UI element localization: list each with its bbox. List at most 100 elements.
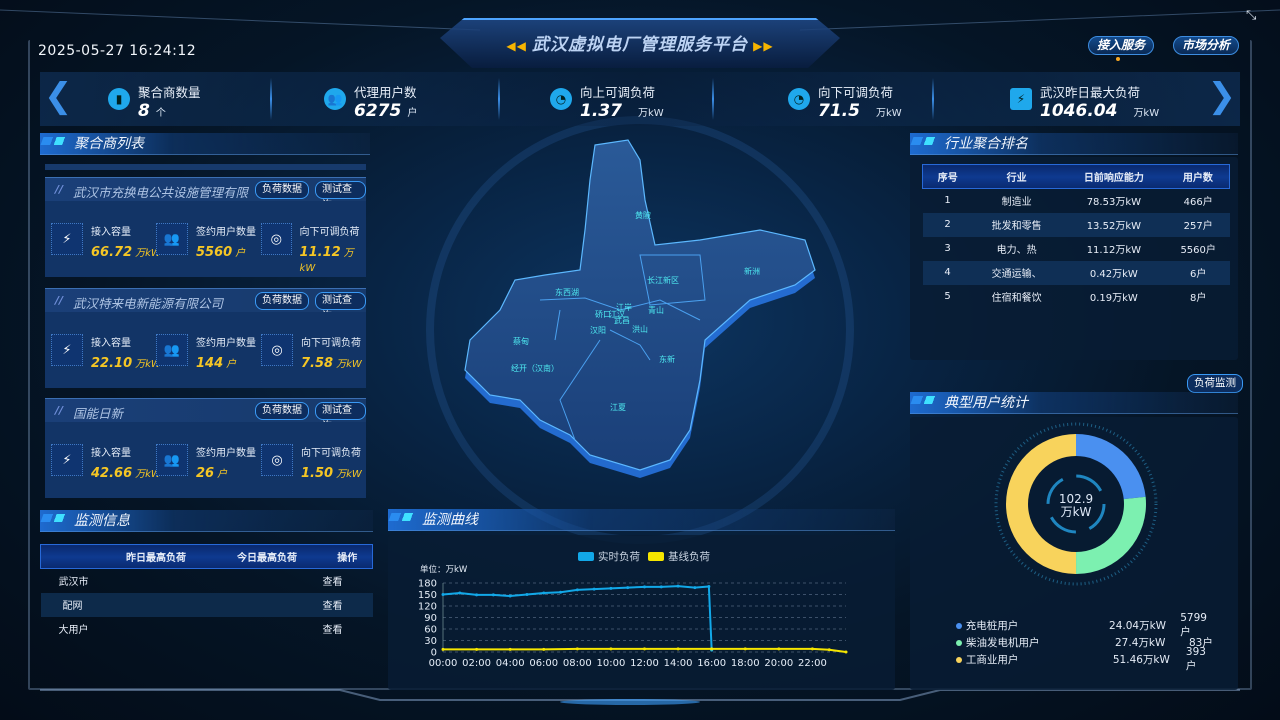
donut-slice[interactable] — [1076, 496, 1146, 574]
map-district-label[interactable]: 东新 — [659, 354, 675, 364]
y-tick-label: 90 — [424, 613, 437, 624]
users-icon: 👥 — [156, 444, 188, 476]
map-district-label[interactable]: 江夏 — [610, 403, 626, 412]
typical-legend: 充电桩用户 24.04万kW 5799户 柴油发电机用户 27.4万kW 83户 工商业… — [956, 612, 1216, 672]
cell: 4 — [944, 267, 951, 278]
x-tick-label: 08:00 — [563, 658, 592, 669]
map-district-label[interactable]: 黄陂 — [635, 210, 651, 220]
donut-tick-ring — [994, 422, 1158, 586]
map-district-label[interactable]: 蔡甸 — [513, 336, 529, 346]
cell: 0.19万kW — [1089, 293, 1138, 304]
load-data-button[interactable]: 负荷数据 — [255, 402, 309, 420]
stat-aggregator-count: ▮ 聚合商数量 8 个 — [108, 82, 201, 121]
metric-unit: 万kW — [135, 469, 161, 480]
stat-value: 8 — [138, 101, 150, 121]
right-arrows-icon: ▶▶ — [748, 39, 774, 53]
cell: 6户 — [1189, 269, 1207, 280]
metric-label: 接入容量 — [91, 448, 131, 459]
load-data-button[interactable]: 负荷数据 — [255, 181, 309, 199]
map-district-label[interactable]: 武昌 — [614, 315, 630, 325]
access-service-button[interactable]: 接入服务 — [1088, 36, 1155, 55]
y-tick-label: 60 — [424, 625, 437, 636]
users-icon: 👥 — [324, 88, 346, 110]
map-district-label[interactable]: 长江新区 — [647, 275, 679, 285]
x-tick-label: 22:00 — [798, 658, 827, 669]
divider — [498, 78, 500, 120]
donut-total: 102.9 — [1058, 492, 1094, 506]
metric-unit: 万kW — [336, 359, 362, 370]
data-point — [707, 584, 711, 588]
cell: 257户 — [1183, 221, 1213, 232]
donut-slice[interactable] — [1006, 434, 1077, 574]
collapse-icon[interactable]: ⤡ — [1246, 8, 1257, 23]
x-tick-label: 14:00 — [664, 658, 693, 669]
y-tick-label: 120 — [418, 602, 437, 613]
legend-count: 5799户 — [1180, 612, 1207, 638]
data-point — [508, 647, 512, 651]
quote-icon: // — [55, 294, 64, 307]
stat-label: 聚合商数量 — [138, 85, 201, 100]
col-today-max: 今日最高负荷 — [237, 553, 297, 564]
data-point — [810, 647, 814, 651]
unit-label: 单位：万kW — [420, 564, 468, 575]
col-index: 序号 — [937, 173, 958, 184]
x-tick-label: 06:00 — [529, 658, 558, 669]
data-point — [643, 647, 646, 651]
curve-panel — [388, 535, 895, 690]
down-load-icon: ◎ — [261, 223, 292, 255]
map-district-label[interactable]: 经开（汉南） — [511, 363, 559, 373]
market-analysis-button[interactable]: 市场分析 — [1173, 36, 1240, 55]
map-district-label[interactable]: 新洲 — [744, 266, 760, 276]
data-point — [475, 647, 479, 651]
battery-icon: ⚡ — [1010, 88, 1032, 110]
monitor-info-header: 监测信息 — [40, 510, 373, 532]
metric-value: 7.58 — [301, 356, 334, 371]
map-district-label[interactable]: 青山 — [648, 305, 664, 315]
battery-icon: ⚡ — [51, 223, 83, 255]
left-bracket-icon: ❮ — [44, 76, 73, 116]
stat-label: 武汉昨日最大负荷 — [1040, 85, 1141, 100]
stats-bar: ❮ ❯ ▮ 聚合商数量 8 个 👥 代理用户数 6275 户 ◔ 向上可调负荷 1.37 万kW … — [40, 72, 1240, 126]
load-data-button[interactable]: 负荷数据 — [255, 292, 309, 310]
col-action: 操作 — [337, 553, 358, 564]
table-row: 大用户 查看 — [41, 617, 373, 641]
load-monitor-button[interactable]: 负荷监测 — [1187, 374, 1243, 393]
view-link[interactable]: 查看 — [322, 577, 343, 589]
cell: 466户 — [1183, 197, 1213, 209]
map-district-label[interactable]: 洪山 — [632, 324, 648, 334]
map-district-label[interactable]: 江岸 — [616, 303, 632, 312]
title-banner — [440, 18, 840, 68]
table-row: 4 交通运输、 0.42万kW 6户 — [922, 260, 1230, 285]
table-row: 1 制造业 78.53万kW 466户 — [923, 189, 1230, 213]
donut-slice[interactable] — [1076, 434, 1146, 500]
metric-label: 签约用户数量 — [196, 448, 256, 459]
cell: 1 — [944, 195, 951, 207]
legend-dot — [956, 639, 962, 646]
data-point — [441, 647, 445, 651]
table-row: 配网 查看 — [40, 592, 373, 617]
metric-label: 向下可调负荷 — [301, 448, 361, 459]
map-district-label[interactable]: 硚口 — [595, 310, 611, 319]
metric-label: 接入容量 — [91, 227, 131, 238]
map-district-label[interactable]: 汉阳 — [590, 326, 606, 335]
view-link[interactable]: 查看 — [322, 601, 343, 612]
battery-icon: ⚡ — [51, 334, 83, 366]
legend-value: 24.04万kW — [1109, 620, 1167, 632]
map-district-label[interactable]: 东西湖 — [555, 287, 579, 297]
stat-unit: 万kW — [875, 108, 902, 119]
cell: 13.52万kW — [1086, 221, 1141, 232]
test-query-button[interactable]: 测试查询 — [315, 181, 366, 211]
typical-users-header: 典型用户统计 — [910, 392, 1238, 414]
view-link[interactable]: 查看 — [322, 625, 343, 636]
gauge-icon: ◔ — [788, 88, 810, 110]
stat-value: 1.37 — [580, 101, 622, 121]
cell: 5 — [944, 291, 951, 302]
metric-value: 144 — [196, 356, 224, 371]
col-yesterday-max: 昨日最高负荷 — [126, 553, 186, 564]
users-icon: 👥 — [156, 223, 188, 255]
map-district-label[interactable]: 江汉 — [609, 310, 625, 319]
legend-value: 27.4万kW — [1115, 637, 1166, 649]
metric-value: 66.72 — [91, 245, 133, 260]
section-title: 聚合商列表 — [74, 136, 144, 152]
